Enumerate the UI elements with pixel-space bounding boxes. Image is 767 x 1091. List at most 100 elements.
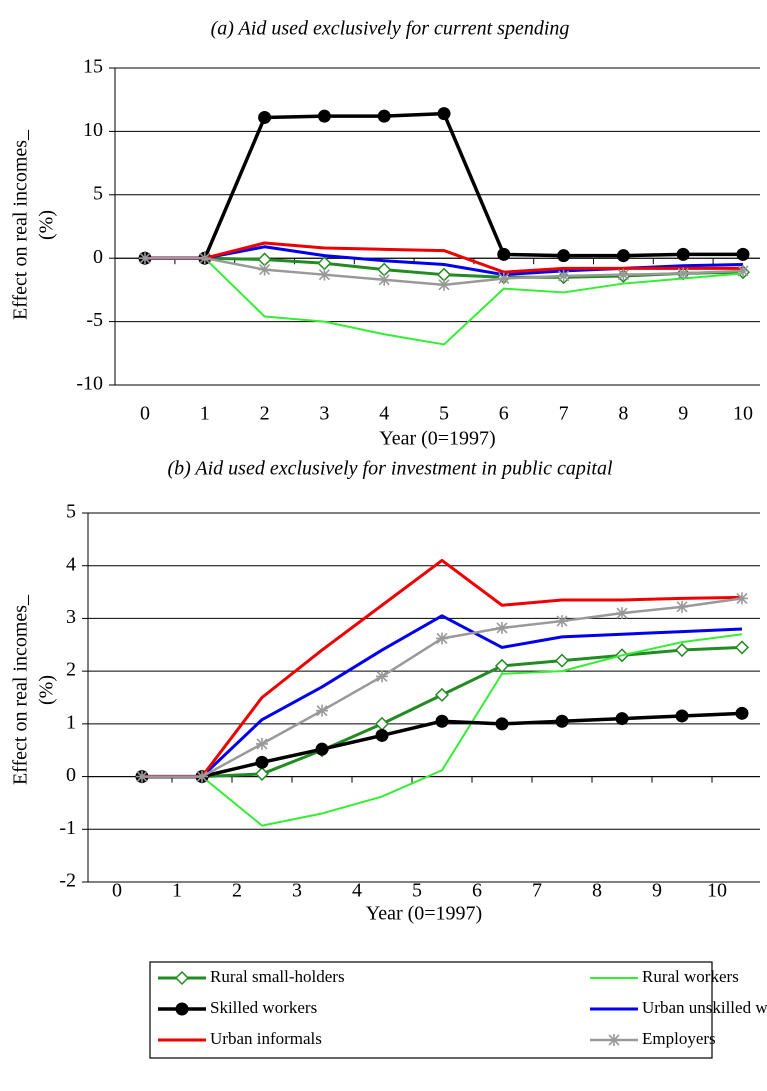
- y-tick-label: 10: [83, 119, 103, 141]
- marker: [435, 714, 449, 728]
- x-tick-label: 4: [379, 403, 389, 425]
- x-tick-label: 1: [200, 403, 210, 425]
- y-axis-title: (%): [36, 675, 58, 705]
- legend-marker: [174, 970, 190, 986]
- marker: [497, 247, 511, 261]
- legend-label: Rural small-holders: [210, 967, 345, 986]
- marker: [497, 272, 510, 285]
- x-tick-label: 10: [733, 403, 753, 425]
- x-tick-label: 7: [532, 880, 542, 902]
- marker: [557, 249, 571, 263]
- marker: [258, 263, 271, 276]
- x-tick-label: 2: [232, 880, 242, 902]
- y-tick-label: 3: [66, 606, 76, 628]
- marker: [437, 107, 451, 121]
- marker: [315, 742, 329, 756]
- chart-title: (b) Aid used exclusively for investment …: [167, 458, 613, 480]
- x-axis-title: Year (0=1997): [379, 428, 495, 450]
- x-tick-label: 3: [292, 880, 302, 902]
- legend-label: Urban unskilled workers: [642, 998, 767, 1017]
- x-axis-title: Year (0=1997): [366, 903, 482, 925]
- y-tick-label: 5: [93, 182, 103, 204]
- y-tick-label: -2: [59, 870, 76, 892]
- marker: [256, 737, 268, 750]
- y-tick-label: -1: [59, 817, 76, 839]
- marker: [736, 247, 750, 261]
- marker: [377, 109, 391, 123]
- legend-label: Employers: [642, 1029, 716, 1048]
- y-axis-title: Effect on real incomes_: [10, 129, 32, 320]
- x-tick-label: 0: [112, 880, 122, 902]
- marker: [676, 247, 690, 261]
- y-tick-label: 15: [83, 56, 103, 78]
- series-line: [145, 257, 744, 346]
- series-line: [142, 558, 743, 779]
- y-tick-label: -5: [86, 309, 103, 331]
- marker: [555, 714, 569, 728]
- marker: [254, 766, 270, 781]
- x-tick-label: 8: [618, 403, 628, 425]
- marker: [735, 706, 749, 720]
- marker: [378, 273, 391, 286]
- x-tick-label: 4: [352, 880, 362, 902]
- series-line: [142, 633, 743, 827]
- marker: [616, 607, 628, 620]
- x-tick-label: 5: [412, 880, 422, 902]
- x-tick-label: 10: [707, 880, 727, 902]
- x-tick-label: 6: [472, 880, 482, 902]
- marker: [494, 658, 510, 673]
- marker: [615, 712, 629, 726]
- x-tick-label: 7: [559, 403, 569, 425]
- marker: [317, 256, 332, 271]
- marker: [676, 600, 688, 613]
- x-tick-label: 9: [652, 880, 662, 902]
- marker: [376, 670, 388, 683]
- marker: [554, 653, 570, 668]
- x-tick-label: 1: [172, 880, 182, 902]
- marker: [677, 267, 690, 280]
- marker: [496, 621, 508, 634]
- y-axis-title: (%): [36, 210, 58, 240]
- marker: [198, 252, 211, 265]
- marker: [316, 704, 328, 717]
- marker: [438, 278, 450, 291]
- x-tick-label: 5: [439, 403, 449, 425]
- y-tick-label: 0: [93, 246, 103, 268]
- y-tick-label: 2: [66, 659, 76, 681]
- marker: [258, 110, 272, 124]
- x-tick-label: 0: [140, 403, 150, 425]
- x-tick-label: 2: [260, 403, 270, 425]
- legend-label: Rural workers: [642, 967, 739, 986]
- y-tick-label: 0: [66, 764, 76, 786]
- series-line: [145, 241, 743, 274]
- marker: [674, 642, 690, 658]
- x-tick-label: 8: [592, 880, 602, 902]
- series-line: [142, 645, 743, 779]
- marker: [556, 615, 568, 628]
- y-tick-label: 1: [66, 711, 76, 733]
- legend-label: Skilled workers: [210, 998, 317, 1017]
- marker: [436, 632, 448, 645]
- legend-marker: [175, 1002, 189, 1016]
- marker: [139, 252, 151, 265]
- legend-marker: [608, 1034, 620, 1046]
- y-tick-label: 4: [66, 553, 76, 575]
- x-tick-label: 3: [319, 403, 329, 425]
- marker: [434, 687, 450, 702]
- marker: [375, 728, 389, 742]
- marker: [734, 640, 750, 655]
- y-tick-label: -10: [76, 373, 103, 395]
- marker: [616, 249, 630, 263]
- marker: [136, 770, 148, 783]
- marker: [317, 109, 331, 123]
- x-tick-label: 9: [678, 403, 688, 425]
- chart-title: (a) Aid used exclusively for current spe…: [211, 18, 570, 40]
- marker: [617, 268, 630, 281]
- marker: [374, 716, 390, 731]
- marker: [318, 268, 331, 281]
- y-tick-label: 5: [66, 501, 76, 523]
- marker: [736, 592, 748, 605]
- series-line: [145, 111, 743, 260]
- y-axis-title: Effect on real incomes_: [10, 594, 32, 785]
